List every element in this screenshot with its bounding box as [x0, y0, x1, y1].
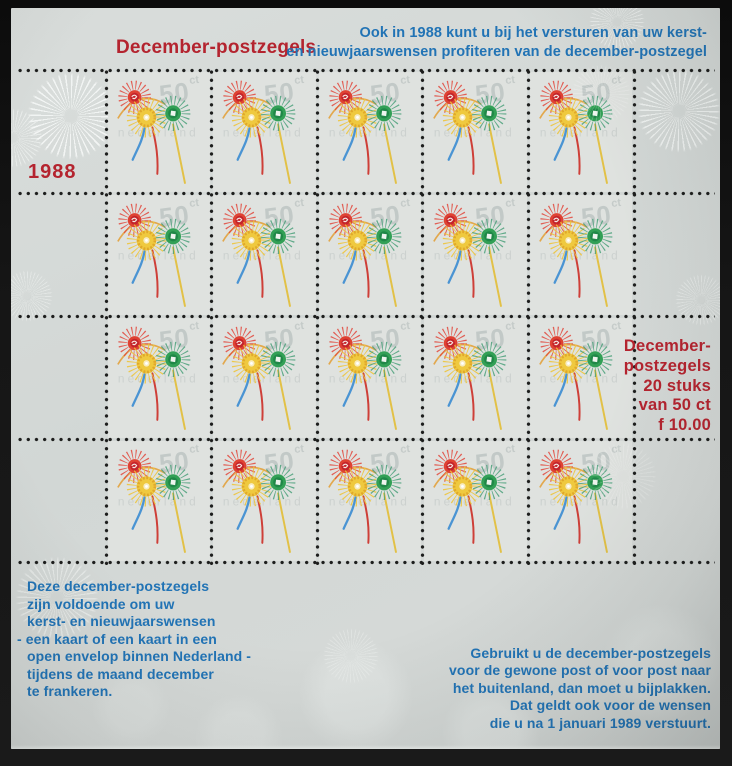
stamp-artwork-icon [213, 72, 316, 192]
stamp-artwork-icon [424, 318, 527, 438]
stamp [107, 194, 211, 315]
stamp [213, 440, 316, 561]
footer-left-line: kerst- en nieuwjaarswensen [27, 613, 216, 629]
stamp-artwork-icon [319, 318, 422, 438]
price-line: f 10.00 [658, 416, 711, 435]
perforation-line-v [525, 68, 531, 565]
stamp-artwork-icon [530, 318, 633, 438]
footer-right-line: Dat geldt ook voor de wensen [509, 697, 711, 714]
stamp [529, 71, 633, 192]
stamp [318, 317, 422, 438]
rosette-watermark [589, 442, 657, 510]
stamp [424, 71, 527, 192]
stamp-artwork-icon [319, 72, 422, 192]
perforation-line-h [16, 559, 715, 565]
footer-left-line: open envelop binnen Nederland - [27, 648, 252, 664]
stamp-artwork-icon [213, 441, 316, 561]
stamp [529, 317, 633, 438]
footer-right-line: Gebruikt u de december-postzegels [470, 645, 711, 661]
stamp [213, 194, 316, 315]
stamp [213, 71, 316, 192]
stamp-sheet: December-postzegels Ook in 1988 kunt u b… [11, 8, 720, 749]
stamp [318, 194, 422, 315]
stamp-artwork-icon [213, 318, 316, 438]
rosette-watermark [15, 556, 99, 640]
price-line: 20 stuks [643, 376, 711, 395]
stamp-artwork-icon [108, 318, 211, 438]
perforation-line-h [16, 436, 715, 442]
stamp-artwork-icon [108, 72, 211, 192]
stamp [213, 317, 316, 438]
footer-left-line: tijdens de maand december [27, 666, 251, 684]
stamp-artwork-icon [530, 195, 633, 315]
stamp-artwork-icon [424, 195, 527, 315]
perforation-line-h [16, 313, 715, 319]
stamp-artwork-icon [319, 441, 422, 561]
stamp [424, 317, 527, 438]
perforation-line-v [103, 68, 109, 565]
stamp [424, 440, 527, 561]
rosette-watermark [323, 628, 379, 684]
stamp [424, 194, 527, 315]
watermark-blob [601, 603, 720, 723]
watermark-blob [298, 638, 414, 749]
intro-text: Ook in 1988 kunt u bij het versturen van… [286, 24, 707, 61]
stamp-artwork-icon [108, 441, 211, 561]
stamp-artwork-icon [319, 195, 422, 315]
stamp-artwork-icon [213, 195, 316, 315]
rosette-watermark [637, 69, 720, 153]
footer-left-line-part: tijdens de maand [27, 665, 147, 682]
footer-left-line: zijn voldoende om uw [27, 595, 175, 612]
watermark-blob [194, 693, 284, 749]
footer-right-line: het buitenland, dan moet u bijplakken. [452, 679, 711, 696]
stamp [107, 71, 211, 192]
intro-line: en nieuwjaarswensen profiteren van de de… [286, 43, 707, 60]
perforation-line-h [16, 67, 715, 73]
footer-left-line: - een kaart of een kaart in een [17, 630, 217, 647]
footer-left-line: Deze december-postzegels [27, 578, 210, 594]
stamp-artwork-icon [108, 195, 211, 315]
sheet-title: December-postzegels [116, 37, 317, 58]
stamp [529, 440, 633, 561]
price-info-block: December- postzegels 20 stuks van 50 ct … [624, 337, 711, 436]
intro-line: Ook in 1988 kunt u bij het versturen van… [359, 25, 707, 41]
stamp-artwork-icon [424, 72, 527, 192]
stamp [107, 317, 211, 438]
price-line: van 50 ct [638, 396, 711, 415]
perforation-line-h [16, 190, 715, 196]
price-line: postzegels [623, 356, 711, 375]
year-label: 1988 [28, 161, 77, 183]
sheet-bottom-edge [11, 745, 720, 749]
rosette-watermark [27, 72, 115, 160]
footer-left-bold-word: december [146, 665, 214, 682]
rosette-watermark [571, 64, 631, 124]
stamp [529, 194, 633, 315]
footer-right-line: die u na 1 januari 1989 verstuurt. [489, 714, 711, 731]
perforation-line-v [420, 68, 426, 565]
footer-right-line: voor de gewone post of voor post naar [449, 662, 711, 679]
perforation-line-v [209, 68, 215, 565]
footer-right-text: Gebruikt u de december-postzegels voor d… [449, 645, 711, 732]
stamp [318, 71, 422, 192]
stamp-grid [106, 70, 634, 562]
price-line: December- [623, 337, 711, 355]
footer-left-line: te frankeren. [27, 683, 113, 699]
perforation-line-v [631, 68, 637, 565]
stamp [107, 440, 211, 561]
footer-left-text: Deze december-postzegels zijn voldoende … [17, 578, 252, 701]
stamp [318, 440, 422, 561]
perforation-line-v [314, 68, 320, 565]
watermark-blob [91, 668, 171, 748]
rosette-watermark [11, 270, 53, 322]
stamp-artwork-icon [424, 441, 527, 561]
